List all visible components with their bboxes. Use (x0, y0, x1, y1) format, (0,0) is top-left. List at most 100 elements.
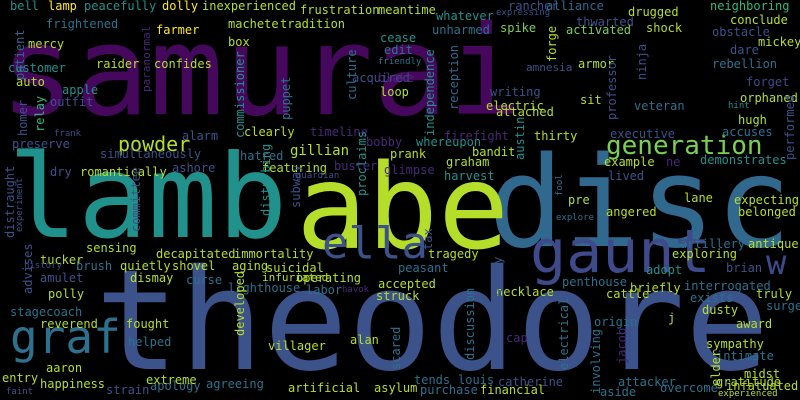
word: frustration (300, 3, 380, 17)
word: meantime (378, 3, 436, 17)
word: armor (578, 57, 615, 71)
word: stagecoach (10, 305, 83, 319)
word: obstacle (712, 25, 770, 39)
word: valley (491, 256, 505, 300)
word: labor (306, 283, 343, 297)
word: hint (728, 101, 750, 111)
word: blake (378, 71, 415, 85)
word: thwarted (576, 15, 634, 29)
word: antique (748, 237, 799, 251)
word: austin (513, 116, 527, 160)
word: brian (726, 261, 763, 275)
word: experienced (718, 389, 778, 399)
word: strain (106, 383, 150, 397)
word: paranormal (140, 25, 153, 92)
word: customer (8, 61, 66, 75)
word: buster (334, 159, 378, 173)
word: lamb (8, 130, 288, 265)
word: ashore (172, 161, 216, 175)
word: frank (54, 129, 82, 139)
word: discussion (463, 287, 477, 360)
word: lighthouse (228, 281, 301, 295)
word: loop (380, 85, 409, 99)
word: scared (389, 326, 403, 370)
word: glimpse (384, 163, 435, 177)
word: pre (568, 193, 590, 207)
word: operating (296, 271, 362, 285)
word: machete (228, 17, 279, 31)
word: award (736, 317, 773, 331)
word: origin (594, 315, 638, 329)
word: developed (233, 270, 247, 336)
word: aaron (46, 361, 83, 375)
word: villager (268, 339, 326, 353)
word: graf (10, 310, 121, 364)
word: penthouse (562, 275, 628, 289)
word: tends (414, 373, 451, 387)
word: adopt (646, 263, 683, 277)
word: belonged (738, 205, 796, 219)
word: dry (50, 165, 72, 179)
word: electrical (557, 297, 571, 370)
word: sit (580, 93, 602, 107)
word: ella (322, 218, 428, 269)
word: attacker (618, 375, 676, 389)
word: interrogated (684, 279, 771, 293)
word: ninja (635, 43, 649, 80)
word: struck (376, 289, 420, 303)
word: preserve (12, 137, 70, 151)
word: financial (480, 383, 546, 397)
word: peacefully (84, 0, 157, 13)
word: extreme (146, 373, 197, 387)
word: dusty (702, 303, 739, 317)
word: subway (289, 164, 303, 208)
word: mercy (28, 37, 65, 51)
word: midst (744, 367, 781, 381)
word: cease (380, 31, 417, 45)
word: homer (16, 99, 30, 136)
word: aging (232, 259, 269, 273)
word: artillery (680, 237, 746, 251)
word: faint (6, 387, 34, 397)
word: shovel (172, 259, 216, 273)
word: whatever (436, 9, 494, 23)
word: guardian (296, 171, 340, 181)
word: lamp (48, 0, 77, 13)
word: frightened (46, 17, 119, 31)
word: example (604, 155, 655, 169)
word: louis (458, 373, 495, 387)
word: accepted (378, 277, 436, 291)
word: reception (447, 44, 461, 110)
word: drugged (628, 5, 679, 19)
word: jacob (615, 327, 629, 364)
word: puppet (279, 76, 293, 120)
word: proclaims (355, 130, 369, 196)
word: gratitude (716, 375, 782, 389)
word: abe (296, 138, 510, 276)
word: culture (345, 49, 359, 100)
word: amulet (40, 271, 84, 285)
word: advises (21, 243, 35, 294)
word: forget (746, 75, 790, 89)
word: necklace (496, 285, 554, 299)
word: helped (128, 335, 172, 349)
word: purchase (420, 383, 478, 397)
word: thirty (534, 129, 578, 143)
word: timeline (310, 125, 368, 139)
word: theodore (95, 240, 770, 400)
word: demonstrates (700, 153, 787, 167)
word: apple (62, 83, 99, 97)
word: neighboring (710, 0, 790, 13)
word: exists (690, 291, 734, 305)
word: executive (610, 127, 676, 141)
word: overcome (660, 381, 718, 395)
word: amnesia (526, 61, 573, 74)
word: conclude (730, 13, 788, 27)
word: rebellion (712, 57, 778, 71)
word: w (766, 243, 787, 283)
word: polly (48, 287, 85, 301)
word: infuriated (262, 271, 329, 284)
word: catherine (498, 375, 564, 389)
word: spike (500, 21, 537, 35)
word: generation (606, 131, 763, 161)
